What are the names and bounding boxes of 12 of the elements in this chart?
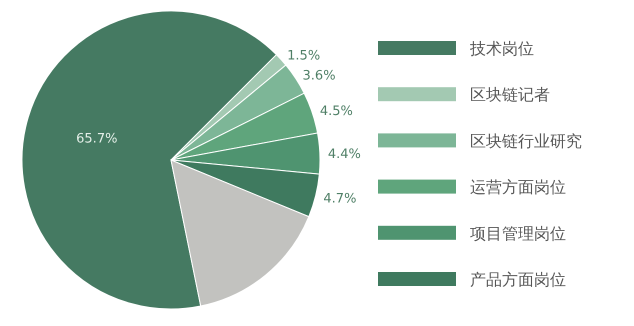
legend-label: 区块链记者	[470, 85, 550, 104]
data-label: 1.5%	[287, 48, 320, 64]
legend-label: 项目管理岗位	[470, 224, 566, 243]
data-label: 4.5%	[320, 104, 353, 120]
data-label: 3.6%	[302, 68, 336, 84]
legend-label: 运营方面岗位	[470, 178, 566, 197]
legend-label: 产品方面岗位	[470, 270, 566, 289]
data-label: 65.7%	[76, 132, 118, 147]
data-label: 4.7%	[323, 192, 356, 207]
legend-label: 区块链行业研究	[470, 131, 582, 150]
data-label: 4.4%	[328, 147, 361, 162]
legend-label: 技术岗位	[469, 39, 534, 58]
